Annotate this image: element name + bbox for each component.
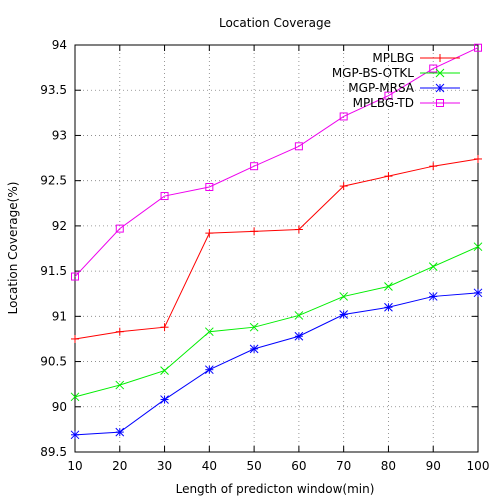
legend-entry: MGP-BS-OTKL [332,66,460,80]
series-mgp-bs-otkl [70,242,483,402]
legend-label: MPLBG-TD [353,96,414,110]
x-tick-label: 80 [381,459,396,473]
data-point [204,327,214,337]
data-point [474,43,482,52]
series-line [74,246,479,398]
data-point [71,272,79,281]
data-point [474,154,482,163]
data-point [429,64,438,73]
axes: 10 20 30 40 50 60 70 80 90 100 89.5 90 90.5 91 91.5 92 9… [40,38,489,473]
legend-marker [436,54,444,62]
x-tick-label: 60 [291,459,306,473]
y-tick-label: 90 [52,400,67,414]
series-line [74,292,479,436]
y-tick-label: 94 [52,38,67,52]
x-tick-label: 100 [467,459,490,473]
data-point [160,192,169,201]
data-point [70,392,80,402]
data-point [384,302,393,312]
y-tick-label: 93.5 [40,83,67,97]
legend-marker [435,83,445,93]
data-point [294,331,304,341]
data-point [429,162,438,171]
plot-frame [74,44,479,453]
data-point [339,182,348,191]
legend-label: MPLBG [372,51,414,65]
series-mgp-mrsa [70,288,483,440]
x-tick-label: 50 [246,459,261,473]
data-point [115,380,125,390]
y-tick-label: 92 [52,219,67,233]
x-tick-label: 30 [157,459,172,473]
data-point [384,282,393,291]
legend-label: MGP-BS-OTKL [332,66,414,80]
data-point [428,262,438,271]
data-point [205,229,214,238]
y-tick-label: 92.5 [40,174,67,188]
data-point [160,395,169,404]
data-point [71,334,79,343]
data-point [473,242,483,252]
data-point [384,91,393,100]
x-tick-label: 10 [67,459,82,473]
legend-entry: MPLBG-TD [353,96,460,110]
x-tick-label: 70 [336,459,351,473]
y-tick-label: 91.5 [40,264,67,278]
legend-marker [435,68,445,78]
data-point [204,365,214,375]
data-point [70,430,80,440]
grid [75,45,478,452]
y-axis-label: Location Coverage(%) [6,182,20,315]
chart-title: Location Coverage [219,16,331,30]
data-point [428,292,438,301]
x-tick-label: 40 [202,459,217,473]
series-layer [70,43,483,440]
data-point [205,182,214,191]
y-tick-label: 90.5 [40,355,67,369]
legend-label: MGP-MRSA [348,81,414,95]
x-axis-label: Length of predicton window(min) [176,482,375,496]
series-line [74,47,479,277]
data-point [339,292,349,301]
data-point [294,311,304,320]
data-point [115,427,125,437]
data-point [339,310,349,319]
data-point [115,327,124,336]
x-tick-label: 20 [112,459,127,473]
y-tick-label: 93 [52,128,67,142]
y-tick-label: 89.5 [40,445,67,459]
data-point [473,288,483,298]
data-point [115,224,124,233]
data-point [160,366,169,375]
legend-entry: MGP-MRSA [348,81,460,95]
data-point [249,344,259,354]
data-point [250,162,259,171]
data-point [294,142,303,151]
data-point [294,225,303,234]
legend-entry: MPLBG [372,51,460,65]
y-tick-label: 91 [52,309,67,323]
data-point [249,322,259,332]
data-point [160,323,169,332]
data-point [339,112,348,121]
series-mplbg [71,154,482,343]
data-point [384,172,393,181]
series-line [74,158,479,340]
x-tick-label: 90 [426,459,441,473]
legend-marker [436,99,444,107]
series-mplbg-td [71,43,482,281]
data-point [250,227,259,236]
